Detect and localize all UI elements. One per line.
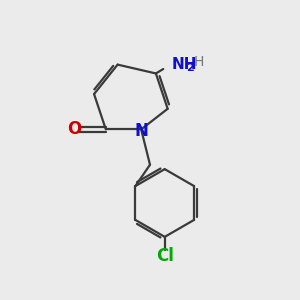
Text: NH: NH: [172, 57, 198, 72]
Text: O: O: [67, 120, 81, 138]
Text: Cl: Cl: [156, 247, 174, 265]
Text: N: N: [135, 122, 149, 140]
Text: H: H: [193, 55, 204, 69]
Text: 2: 2: [186, 63, 194, 73]
